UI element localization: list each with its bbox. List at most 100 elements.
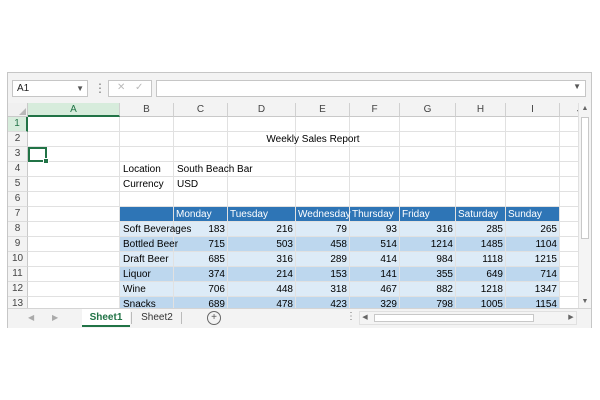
vertical-ellipsis-icon[interactable]: ⋮	[94, 81, 106, 95]
table-value-cell[interactable]: 153	[330, 269, 347, 280]
vertical-ellipsis-icon[interactable]: ⋮	[346, 311, 356, 322]
table-row-label[interactable]: Snacks	[123, 299, 156, 308]
table-value-cell[interactable]: 706	[208, 284, 225, 295]
location-value[interactable]: South Beach Bar	[177, 164, 253, 175]
table-value-cell[interactable]: 1214	[430, 239, 453, 250]
select-all-corner[interactable]	[8, 103, 28, 117]
table-row-label[interactable]: Bottled Beer	[123, 239, 179, 250]
triangle-right-icon[interactable]: ▶	[568, 314, 574, 321]
triangle-left-icon[interactable]: ◀	[362, 314, 368, 321]
row-header-1[interactable]: 1	[8, 117, 28, 132]
table-value-cell[interactable]: 423	[330, 299, 347, 308]
table-row-label[interactable]: Wine	[123, 284, 146, 295]
table-row-label[interactable]: Soft Beverages	[123, 224, 192, 235]
table-value-cell[interactable]: 289	[330, 254, 347, 265]
formula-input[interactable]: ▼	[156, 80, 586, 97]
report-title[interactable]: Weekly Sales Report	[266, 134, 360, 145]
table-value-cell[interactable]: 216	[276, 224, 293, 235]
cell-grid[interactable]: ABCDEFGHIJ12345678910111213Weekly Sales …	[8, 103, 578, 308]
table-value-cell[interactable]: 685	[208, 254, 225, 265]
row-header-6[interactable]: 6	[8, 192, 28, 207]
table-value-cell[interactable]: 79	[335, 224, 347, 235]
column-header-c[interactable]: C	[174, 103, 228, 117]
plus-circle-icon[interactable]: +	[207, 311, 221, 325]
table-value-cell[interactable]: 1104	[535, 239, 557, 250]
column-header-b[interactable]: B	[120, 103, 174, 117]
row-header-3[interactable]: 3	[8, 147, 28, 162]
column-header-a[interactable]: A	[28, 103, 120, 117]
column-header-d[interactable]: D	[228, 103, 296, 117]
table-value-cell[interactable]: 1347	[534, 284, 557, 295]
row-header-8[interactable]: 8	[8, 222, 28, 237]
table-row-label[interactable]: Draft Beer	[123, 254, 169, 265]
sheet-tab-sheet1[interactable]: Sheet1	[82, 309, 130, 327]
column-header-h[interactable]: H	[456, 103, 506, 117]
table-value-cell[interactable]: 514	[380, 239, 397, 250]
row-header-11[interactable]: 11	[8, 267, 28, 282]
table-value-cell[interactable]: 316	[276, 254, 293, 265]
vertical-scrollbar[interactable]: ▲ ▼	[578, 103, 591, 308]
sheet-tab-sheet2[interactable]: Sheet2	[141, 312, 173, 323]
table-header-cell[interactable]: Monday	[176, 209, 212, 220]
table-header-cell[interactable]: Sunday	[508, 209, 542, 220]
selected-cell-a1[interactable]	[28, 147, 49, 164]
row-header-7[interactable]: 7	[8, 207, 28, 222]
table-value-cell[interactable]: 329	[380, 299, 397, 308]
cancel-icon[interactable]: ✕	[117, 82, 126, 93]
table-value-cell[interactable]: 1218	[480, 284, 503, 295]
table-value-cell[interactable]: 141	[380, 269, 397, 280]
row-header-5[interactable]: 5	[8, 177, 28, 192]
chevron-down-icon[interactable]: ▼	[76, 84, 84, 93]
table-value-cell[interactable]: 265	[540, 224, 557, 235]
triangle-right-icon[interactable]: ▶	[52, 313, 59, 322]
column-header-i[interactable]: I	[506, 103, 560, 117]
table-value-cell[interactable]: 316	[436, 224, 453, 235]
table-value-cell[interactable]: 214	[276, 269, 293, 280]
row-header-13[interactable]: 13	[8, 297, 28, 308]
column-header-j[interactable]: J	[560, 103, 578, 117]
row-header-10[interactable]: 10	[8, 252, 28, 267]
row-header-9[interactable]: 9	[8, 237, 28, 252]
table-value-cell[interactable]: 1005	[480, 299, 503, 308]
table-value-cell[interactable]: 374	[208, 269, 225, 280]
triangle-up-icon[interactable]: ▲	[581, 105, 589, 112]
table-value-cell[interactable]: 984	[436, 254, 453, 265]
chevron-down-icon[interactable]: ▼	[573, 82, 581, 91]
table-value-cell[interactable]: 689	[208, 299, 225, 308]
table-header-cell[interactable]: Wednesday	[298, 209, 351, 220]
table-value-cell[interactable]: 649	[486, 269, 503, 280]
row-header-12[interactable]: 12	[8, 282, 28, 297]
table-value-cell[interactable]: 183	[208, 224, 225, 235]
table-value-cell[interactable]: 798	[436, 299, 453, 308]
column-header-g[interactable]: G	[400, 103, 456, 117]
enter-icon[interactable]: ✓	[135, 82, 144, 93]
column-header-f[interactable]: F	[350, 103, 400, 117]
currency-value[interactable]: USD	[177, 179, 199, 190]
name-box[interactable]: A1 ▼	[12, 80, 88, 97]
table-value-cell[interactable]: 318	[330, 284, 347, 295]
table-value-cell[interactable]: 285	[486, 224, 503, 235]
table-value-cell[interactable]: 355	[436, 269, 453, 280]
table-value-cell[interactable]: 715	[208, 239, 225, 250]
table-value-cell[interactable]: 1215	[534, 254, 557, 265]
table-header-cell[interactable]: Friday	[402, 209, 430, 220]
table-row-label[interactable]: Liquor	[123, 269, 151, 280]
table-header-cell[interactable]: Saturday	[458, 209, 499, 220]
horizontal-scroll-thumb[interactable]	[374, 314, 534, 322]
triangle-down-icon[interactable]: ▼	[581, 298, 589, 305]
table-value-cell[interactable]: 714	[540, 269, 557, 280]
location-label[interactable]: Location	[123, 164, 161, 175]
table-value-cell[interactable]: 1118	[482, 254, 503, 265]
table-value-cell[interactable]: 503	[276, 239, 293, 250]
table-value-cell[interactable]: 1154	[535, 299, 557, 308]
column-header-e[interactable]: E	[296, 103, 350, 117]
table-value-cell[interactable]: 414	[380, 254, 397, 265]
table-value-cell[interactable]: 882	[436, 284, 453, 295]
table-value-cell[interactable]: 93	[385, 224, 397, 235]
table-header-cell[interactable]: Tuesday	[230, 209, 268, 220]
table-value-cell[interactable]: 458	[330, 239, 347, 250]
table-value-cell[interactable]: 448	[276, 284, 293, 295]
row-header-2[interactable]: 2	[8, 132, 28, 147]
triangle-left-icon[interactable]: ◀	[28, 313, 35, 322]
table-value-cell[interactable]: 1485	[480, 239, 503, 250]
